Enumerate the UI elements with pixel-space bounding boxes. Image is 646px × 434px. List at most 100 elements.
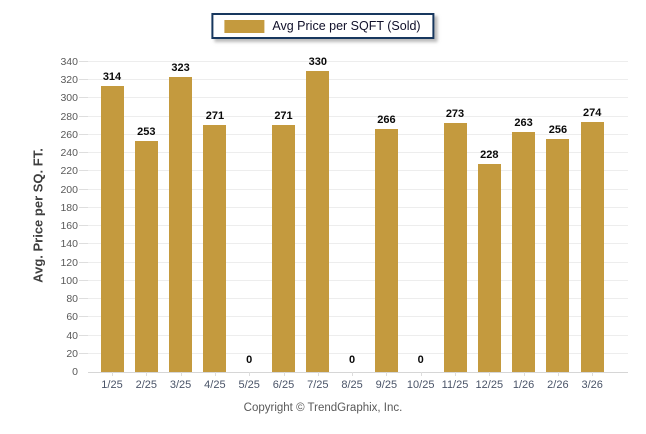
x-tick-label: 7/25 [307,379,329,391]
bar-6-25 [272,125,295,372]
x-axis-tick [489,372,491,376]
gridline [88,335,628,336]
gridline [88,207,628,208]
y-axis-tick [79,97,88,98]
gridline [88,116,628,117]
y-axis-tick [79,353,88,354]
x-tick-label: 6/25 [272,379,295,391]
gridline [88,97,628,98]
bar-2-26 [546,139,570,372]
y-axis-tick [79,189,88,190]
y-axis-tick [79,225,88,226]
x-axis-tick [180,372,182,376]
x-tick-label: 11/25 [441,379,469,391]
gridline [88,298,628,299]
y-tick-label: 40 [66,330,78,342]
value-label: 0 [349,354,356,366]
y-axis-tick [79,152,88,153]
value-label: 273 [445,108,465,120]
value-label: 0 [417,354,424,366]
y-tick-label: 180 [60,202,78,214]
y-axis-tick [79,134,88,135]
bar-1-25 [100,86,124,372]
x-axis-tick [146,372,148,376]
y-axis-tick [79,316,88,317]
value-label: 323 [171,62,190,74]
y-tick-label: 260 [60,129,78,141]
bar-3-25 [169,77,193,372]
y-axis-tick [79,298,88,299]
value-label: 256 [548,124,568,136]
value-label: 228 [480,149,499,161]
gridline [88,134,628,135]
gridline [88,189,628,190]
x-tick-label: 10/25 [406,379,435,391]
bar-7-25 [306,71,330,372]
y-tick-label: 240 [60,147,78,159]
gridline [88,225,628,226]
x-tick-label: 12/25 [475,379,504,391]
x-tick-label: 4/25 [204,379,226,391]
plot-area: 0 20 40 60 80 100 120 140 160 180 200 220 240 260 280 3… [60,56,628,391]
x-axis-tick [386,372,388,376]
value-label: 253 [137,126,156,138]
gridline [88,280,628,281]
x-axis-tick [249,372,251,376]
gridline [88,353,628,354]
legend: Avg Price per SQFT (Sold) [211,13,435,39]
x-tick-label: 3/25 [169,379,192,391]
x-tick-label: 2/25 [135,379,157,391]
y-axis-tick [79,243,88,244]
y-axis-tick [79,79,88,80]
x-axis-tick [112,372,113,376]
x-axis-tick [523,372,525,376]
x-tick-label: 2/26 [547,379,569,391]
x-tick-label: 1/25 [101,379,123,391]
gridline [88,243,628,244]
y-tick-label: 300 [60,92,78,104]
x-axis-tick [557,372,559,376]
y-tick-label: 200 [60,184,78,196]
value-label: 266 [377,114,396,126]
bar-4-25 [203,125,227,372]
bar-12-25 [477,164,501,372]
gridline [88,316,628,317]
bar-3-26 [580,122,604,372]
value-label: 263 [514,117,533,129]
gridline [88,79,628,80]
y-tick-label: 160 [60,220,78,232]
legend-label: Avg Price per SQFT (Sold) [272,19,421,33]
y-axis-tick [79,61,88,62]
x-axis-tick [317,372,319,376]
x-axis-tick [352,372,354,376]
gridline [88,61,628,62]
x-axis-tick [214,372,216,376]
x-tick-label: 3/26 [581,379,603,391]
y-axis-tick [79,262,88,263]
value-label: 0 [246,354,253,366]
y-tick-label: 140 [60,238,78,250]
value-label: 274 [583,107,602,119]
y-tick-label: 80 [66,293,78,305]
y-tick-label: 340 [60,56,78,68]
y-axis-tick [79,170,88,171]
gridline [88,152,628,153]
copyright-text: Copyright © TrendGraphix, Inc. [243,402,403,414]
y-tick-label: 120 [60,257,78,269]
x-tick-label: 5/25 [238,379,260,391]
value-label: 330 [308,56,327,68]
y-tick-label: 220 [60,165,78,177]
x-axis-tick [283,372,285,376]
bar-9-25 [374,129,398,372]
x-axis-tick [420,372,422,376]
y-tick-label: 320 [60,74,78,86]
legend-swatch-icon [224,19,265,33]
x-tick-label: 8/25 [341,379,363,391]
y-axis-tick [79,116,88,117]
gridline [88,262,628,263]
y-tick-label: 280 [60,111,78,123]
y-tick-label: 0 [72,366,78,378]
bar-2-25 [134,141,158,372]
x-tick-label: 1/26 [512,379,535,391]
